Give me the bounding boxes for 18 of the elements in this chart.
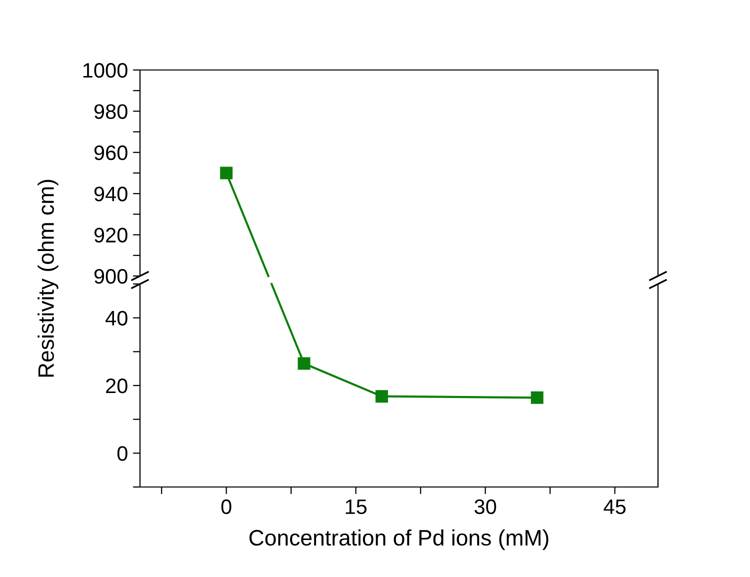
y-tick-label: 1000 xyxy=(83,63,128,78)
point xyxy=(375,390,388,403)
x-tick-label: 30 xyxy=(474,499,496,514)
x-axis-title: Concentration of Pd ions (mM) xyxy=(249,529,548,550)
x-tick-label: 0 xyxy=(221,499,232,514)
point xyxy=(530,391,544,404)
y-tick-label: 0 xyxy=(117,446,128,461)
y-tick-label: 960 xyxy=(94,145,128,160)
x-tick-label: 45 xyxy=(604,500,626,514)
y-tick-label: 20 xyxy=(106,378,128,394)
x-tick-label: 15 xyxy=(346,500,367,514)
point xyxy=(298,357,310,370)
y-tick-label: 940 xyxy=(94,186,128,202)
y-tick-label: 920 xyxy=(94,228,128,243)
y-axis-title: Resistivity (ohm cm) xyxy=(38,180,58,377)
y-tick-label: 900 xyxy=(94,269,128,284)
y-tick-label: 40 xyxy=(106,310,128,326)
y-tick-label: 980 xyxy=(94,104,128,119)
